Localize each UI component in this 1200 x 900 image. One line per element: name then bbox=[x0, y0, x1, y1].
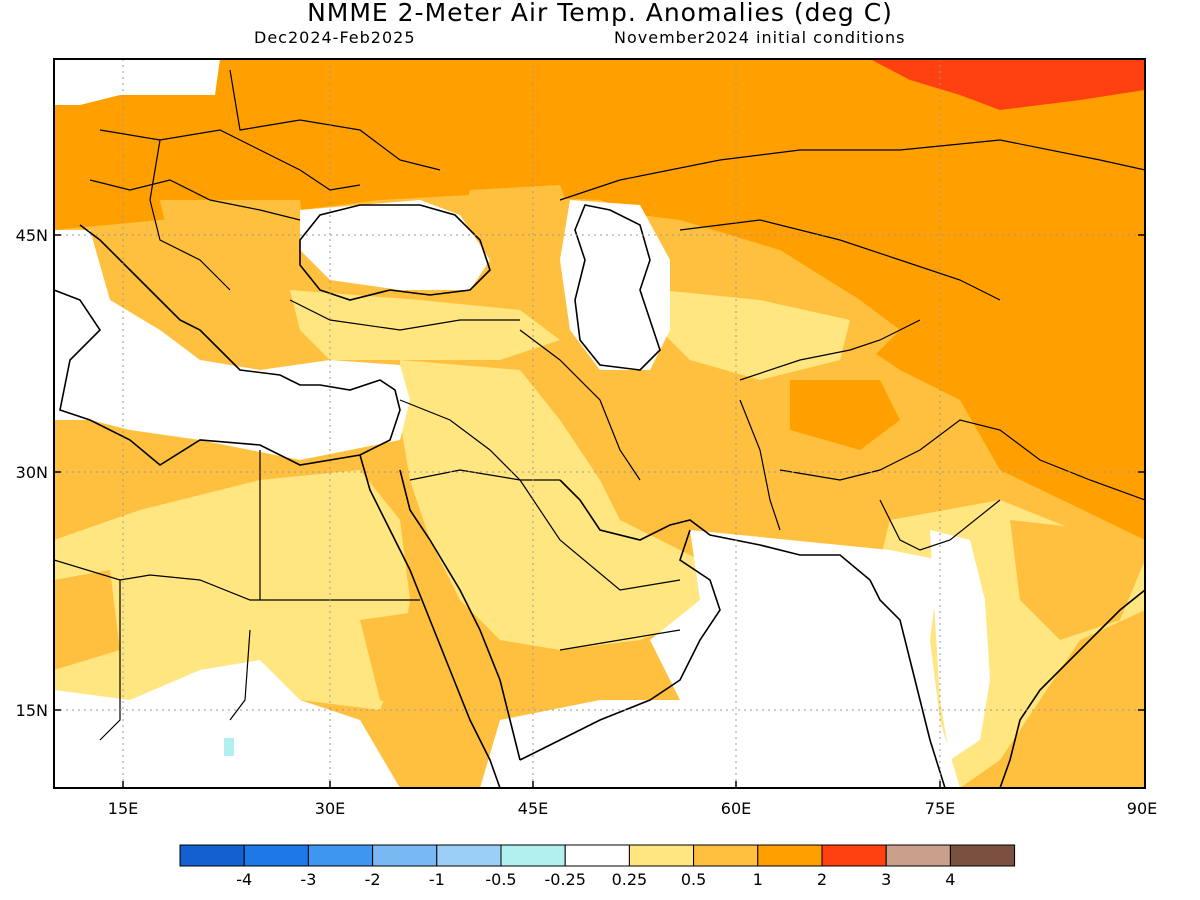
lon-label-15e: 15E bbox=[108, 799, 138, 818]
legend-swatch-11 bbox=[885, 844, 951, 867]
legend-label-11: 4 bbox=[945, 870, 955, 889]
fill-white-india-interior bbox=[930, 530, 990, 760]
axis-ticks bbox=[54, 234, 1146, 788]
fill-orange-north bbox=[54, 59, 1145, 540]
color-legend: -4 -3 -2 -1 -0.5 -0.25 0.25 0.5 1 2 3 4 bbox=[179, 844, 1016, 889]
legend-swatch-5 bbox=[500, 844, 566, 867]
border-central-asia bbox=[679, 219, 1001, 301]
border-turkey bbox=[289, 299, 520, 331]
legend-label-3: -1 bbox=[429, 870, 445, 889]
legend-label-8: 1 bbox=[753, 870, 763, 889]
border-iran-2 bbox=[739, 399, 781, 531]
border-africa-4 bbox=[229, 629, 251, 721]
legend-swatch-10 bbox=[821, 844, 887, 867]
legend-swatch-0 bbox=[179, 844, 245, 867]
legend-label-2: -2 bbox=[365, 870, 381, 889]
fill-light-orange-east-india bbox=[1010, 520, 1145, 640]
fill-white-africa-south bbox=[54, 660, 400, 788]
fill-yellow-north-africa bbox=[54, 470, 410, 740]
map-title: NMME 2-Meter Air Temp. Anomalies (deg C) bbox=[307, 0, 893, 27]
red-sea-east bbox=[399, 469, 521, 761]
border-europe-4 bbox=[89, 179, 301, 221]
border-india bbox=[879, 499, 1001, 551]
legend-swatch-1 bbox=[243, 844, 309, 867]
legend-label-1: -3 bbox=[300, 870, 316, 889]
caspian-coast bbox=[574, 204, 661, 371]
fill-light-orange-east-africa bbox=[360, 610, 450, 720]
fill-white-black-sea bbox=[300, 200, 490, 290]
lon-label-30e: 30E bbox=[315, 799, 345, 818]
persian-gulf bbox=[559, 479, 871, 581]
legend-label-4: -0.5 bbox=[485, 870, 516, 889]
india-west-coast bbox=[869, 579, 946, 788]
legend-swatch-3 bbox=[372, 844, 438, 867]
lon-label-60e: 60E bbox=[721, 799, 751, 818]
border-europe-2 bbox=[149, 139, 231, 291]
coastlines bbox=[54, 204, 1145, 788]
fill-yellow-anatolia bbox=[290, 290, 560, 360]
anomaly-fill bbox=[54, 59, 1145, 788]
red-sea-west bbox=[359, 454, 501, 788]
fill-white-mediterranean bbox=[54, 230, 410, 460]
country-borders bbox=[54, 69, 1145, 741]
mediterranean-coast bbox=[54, 224, 401, 466]
border-iran-1 bbox=[519, 329, 641, 481]
arabia-south bbox=[519, 529, 721, 761]
fill-light-orange-afghan bbox=[790, 380, 900, 450]
border-arabia-2 bbox=[519, 479, 681, 591]
fill-white-caspian bbox=[560, 200, 670, 370]
lon-label-45e: 45E bbox=[518, 799, 548, 818]
india-east-coast bbox=[999, 589, 1145, 788]
fill-light-orange-west-sahara bbox=[54, 570, 120, 670]
fill-light-orange-kazakh bbox=[460, 185, 580, 260]
border-africa-2 bbox=[99, 580, 121, 741]
border-pak bbox=[779, 419, 1145, 501]
legend-label-7: 0.5 bbox=[681, 870, 706, 889]
legend-swatch-2 bbox=[307, 844, 374, 867]
fill-light-orange-balkans bbox=[160, 200, 310, 300]
border-levant bbox=[399, 399, 521, 481]
map-frame bbox=[53, 58, 1146, 789]
lon-label-90e: 90E bbox=[1127, 799, 1157, 818]
legend-swatch-6 bbox=[564, 844, 630, 867]
legend-swatch-8 bbox=[693, 844, 759, 867]
border-afghan bbox=[739, 319, 921, 381]
fill-white-indian-ocean bbox=[650, 530, 960, 788]
legend-swatch-7 bbox=[628, 844, 695, 867]
legend-label-9: 2 bbox=[817, 870, 827, 889]
legend-label-0: -4 bbox=[236, 870, 252, 889]
fill-red-northeast bbox=[870, 59, 1145, 110]
fill-cyan-spot bbox=[224, 738, 234, 756]
graticule bbox=[54, 59, 1145, 788]
fill-white-europe-north bbox=[54, 59, 220, 105]
lat-label-30n: 30N bbox=[16, 463, 48, 482]
legend-swatch-9 bbox=[757, 844, 823, 867]
legend-label-6: 0.25 bbox=[612, 870, 648, 889]
legend-label-5: -0.25 bbox=[544, 870, 585, 889]
border-arabia-1 bbox=[409, 469, 560, 481]
lon-label-75e: 75E bbox=[925, 799, 955, 818]
forecast-period: Dec2024-Feb2025 bbox=[254, 28, 416, 47]
legend-label-10: 3 bbox=[881, 870, 891, 889]
fill-yellow-turkmen bbox=[660, 290, 850, 380]
lat-label-15n: 15N bbox=[16, 701, 48, 720]
black-sea-coast bbox=[299, 204, 491, 301]
initial-conditions: November2024 initial conditions bbox=[614, 28, 906, 47]
legend-swatch-12 bbox=[949, 844, 1016, 867]
fill-white-arabian-sea-lower bbox=[480, 700, 720, 788]
fill-yellow-levant-arabia bbox=[400, 360, 720, 650]
border-arabia-3 bbox=[559, 629, 681, 651]
legend-swatch-4 bbox=[436, 844, 502, 867]
lat-label-45n: 45N bbox=[16, 226, 48, 245]
border-russia bbox=[559, 139, 1145, 201]
